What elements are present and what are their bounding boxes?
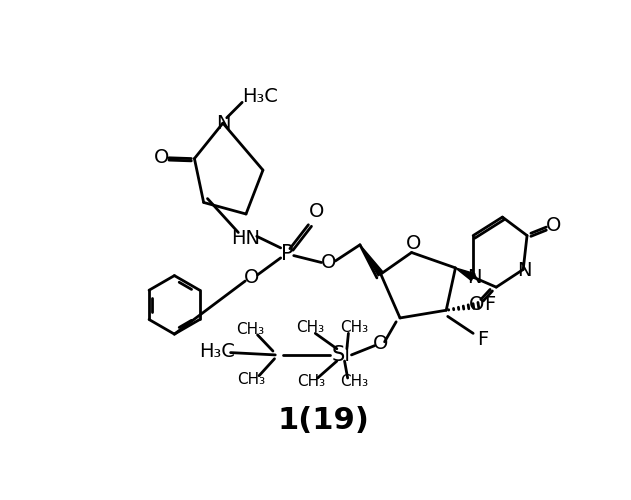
Text: CH₃: CH₃ <box>236 322 264 337</box>
Text: P: P <box>281 244 293 264</box>
Text: O: O <box>153 148 169 168</box>
Text: 1(19): 1(19) <box>277 406 369 435</box>
Text: HN: HN <box>232 229 261 248</box>
Polygon shape <box>456 268 475 280</box>
Text: CH₃: CH₃ <box>237 372 266 387</box>
Text: CH₃: CH₃ <box>339 320 368 336</box>
Text: O: O <box>546 216 562 235</box>
Text: O: O <box>309 202 324 221</box>
Text: F: F <box>477 330 488 349</box>
Text: N: N <box>216 114 230 132</box>
Text: H₃C: H₃C <box>242 88 278 106</box>
Text: CH₃: CH₃ <box>296 320 324 336</box>
Text: O: O <box>469 296 485 314</box>
Text: O: O <box>373 334 389 353</box>
Text: CH₃: CH₃ <box>339 374 368 390</box>
Text: CH₃: CH₃ <box>297 374 326 390</box>
Text: O: O <box>321 253 336 272</box>
Text: N: N <box>467 268 481 287</box>
Text: O: O <box>244 268 259 286</box>
Text: N: N <box>517 260 531 280</box>
Polygon shape <box>360 245 383 276</box>
Text: F: F <box>485 296 496 314</box>
Text: Si: Si <box>331 345 350 365</box>
Text: H₃C: H₃C <box>199 342 235 360</box>
Text: O: O <box>406 234 422 253</box>
